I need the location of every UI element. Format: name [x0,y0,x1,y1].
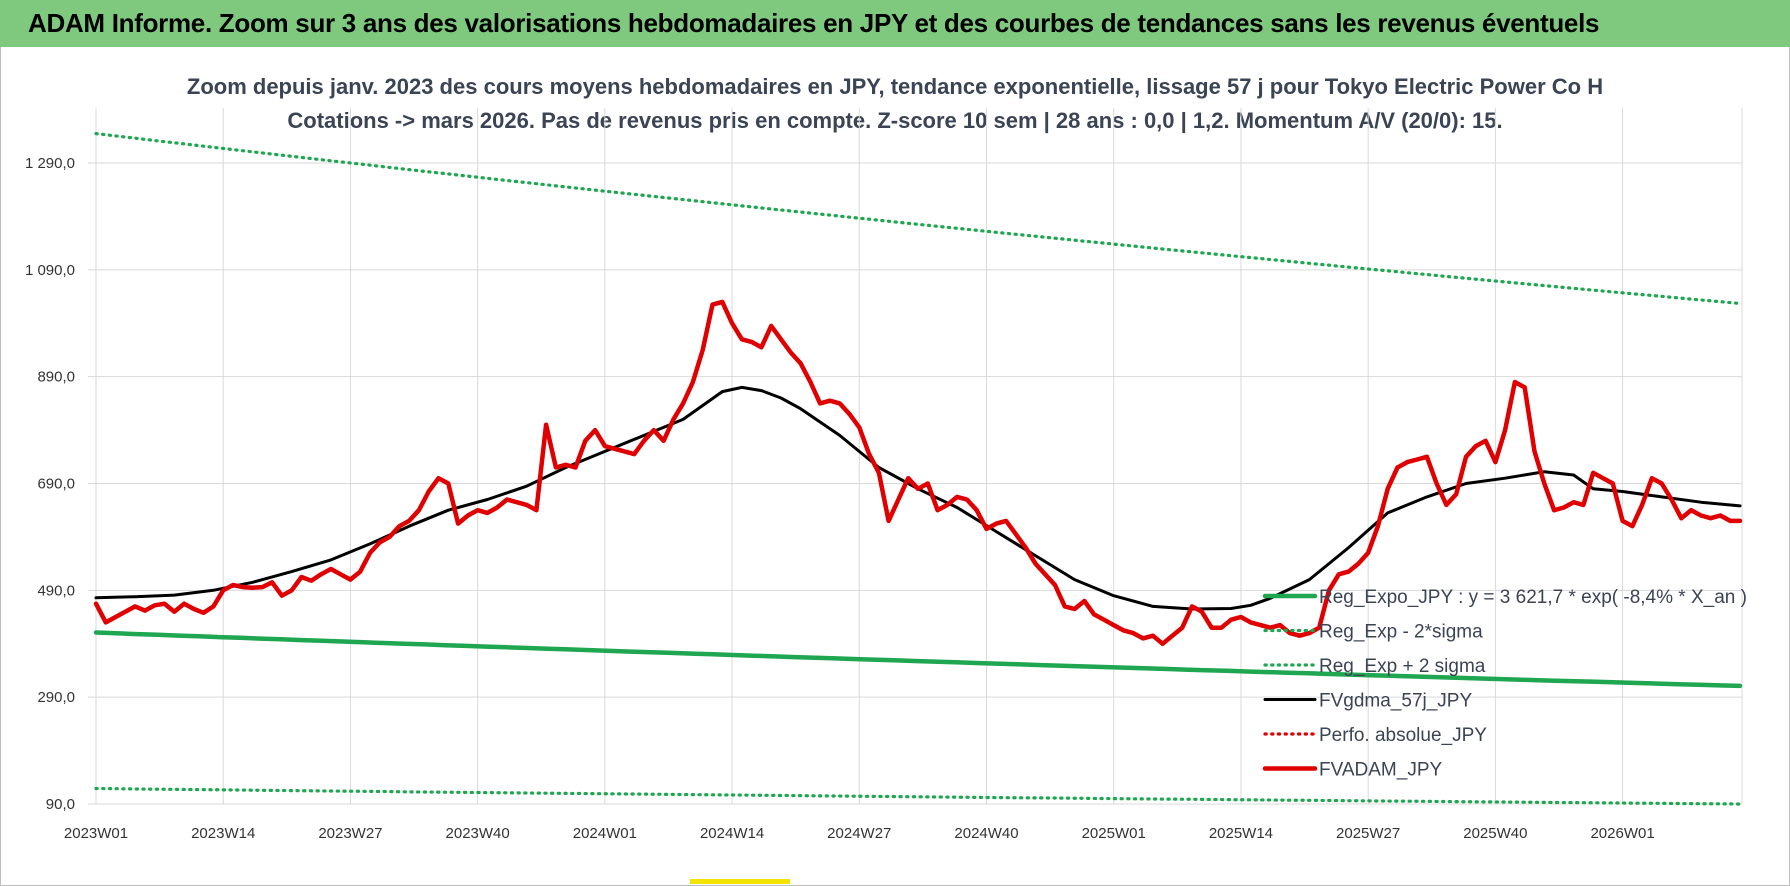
x-tick-label: 2023W27 [318,825,382,842]
y-tick-label: 1 290,0 [25,155,75,172]
legend-label: FVADAM_JPY [1319,760,1443,781]
x-tick-label: 2025W27 [1336,825,1400,842]
legend-label: Reg_Exp - 2*sigma [1319,622,1483,643]
x-tick-label: 2025W40 [1463,825,1527,842]
x-tick-label: 2025W14 [1209,825,1273,842]
chart-subtitle: Cotations -> mars 2026. Pas de revenus p… [287,108,1503,133]
report-title: ADAM Informe. Zoom sur 3 ans des valoris… [28,8,1600,38]
x-tick-label: 2023W14 [191,825,255,842]
legend-label: Reg_Expo_JPY : y = 3 621,7 * exp( -8,4% … [1319,587,1747,608]
bottom-marker [690,879,790,884]
series-line-0 [93,630,1743,689]
y-tick-label: 90,0 [46,796,75,813]
y-tick-label: 1 090,0 [25,262,75,279]
y-tick-label: 290,0 [37,689,75,706]
y-tick-label: 890,0 [37,369,75,386]
y-tick-label: 490,0 [37,582,75,599]
x-tick-label: 2024W27 [827,825,891,842]
x-tick-label: 2023W01 [64,825,128,842]
x-tick-label: 2024W40 [954,825,1018,842]
x-tick-label: 2023W40 [446,825,510,842]
x-tick-label: 2026W01 [1590,825,1654,842]
x-tick-label: 2025W01 [1082,825,1146,842]
legend-label: FVgdma_57j_JPY [1319,691,1472,712]
series-line-5 [93,299,1743,647]
legend-label: Reg_Exp + 2 sigma [1319,656,1486,677]
series-line-1 [94,786,1742,806]
report-banner: ADAM Informe. Zoom sur 3 ans des valoris… [0,0,1790,47]
legend-label: Perfo. absolue_JPY [1319,725,1487,746]
y-tick-label: 690,0 [37,476,75,493]
series-line-2 [94,132,1742,306]
chart-title: Zoom depuis janv. 2023 des cours moyens … [186,74,1604,99]
x-tick-label: 2024W01 [573,825,637,842]
x-tick-label: 2024W14 [700,825,764,842]
